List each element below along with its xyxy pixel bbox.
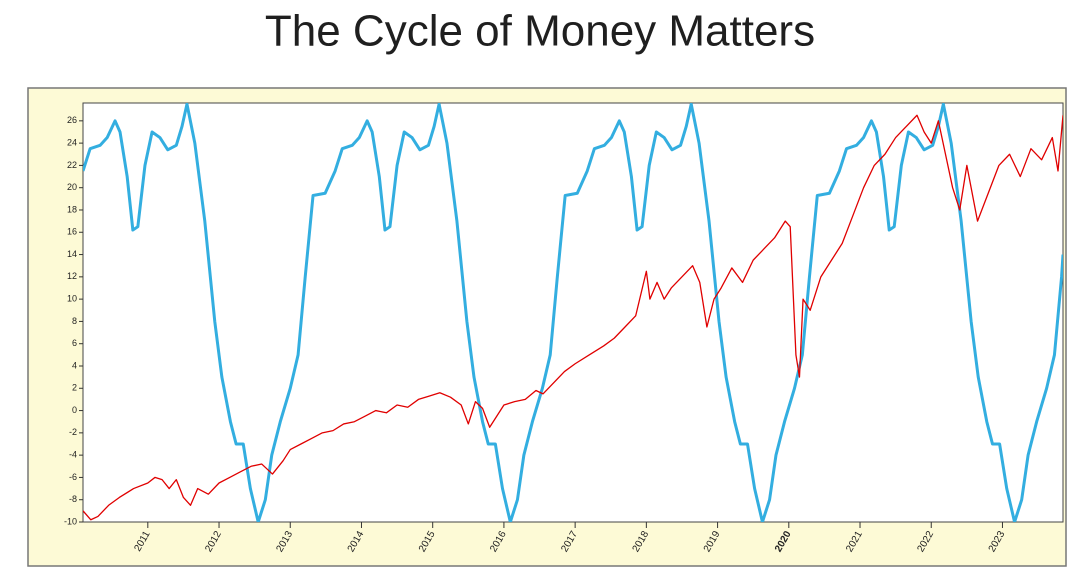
y-tick-label: 12	[67, 271, 77, 281]
y-tick-label: 16	[67, 227, 77, 237]
y-tick-label: 0	[72, 405, 77, 415]
y-tick-label: 18	[67, 204, 77, 214]
series-line	[83, 114, 1063, 521]
y-tick-label: -8	[69, 494, 77, 504]
plot-lines	[83, 103, 1063, 522]
y-tick-label: 24	[67, 137, 77, 147]
plot-area	[82, 102, 1064, 523]
y-tick-label: -2	[69, 427, 77, 437]
y-tick-label: 8	[72, 316, 77, 326]
y-tick-label: 4	[72, 360, 77, 370]
y-tick-label: -6	[69, 472, 77, 482]
y-tick-label: 14	[67, 249, 77, 259]
y-tick-label: 6	[72, 338, 77, 348]
y-tick-label: 20	[67, 182, 77, 192]
chart-title: The Cycle of Money Matters	[265, 7, 815, 56]
y-tick-label: -4	[69, 450, 77, 460]
y-tick-label: -10	[64, 516, 77, 526]
y-tick-label: 2	[72, 383, 77, 393]
y-tick-label: 22	[67, 160, 77, 170]
series-line	[83, 103, 1063, 522]
y-tick-label: 26	[67, 115, 77, 125]
y-tick-label: 10	[67, 294, 77, 304]
